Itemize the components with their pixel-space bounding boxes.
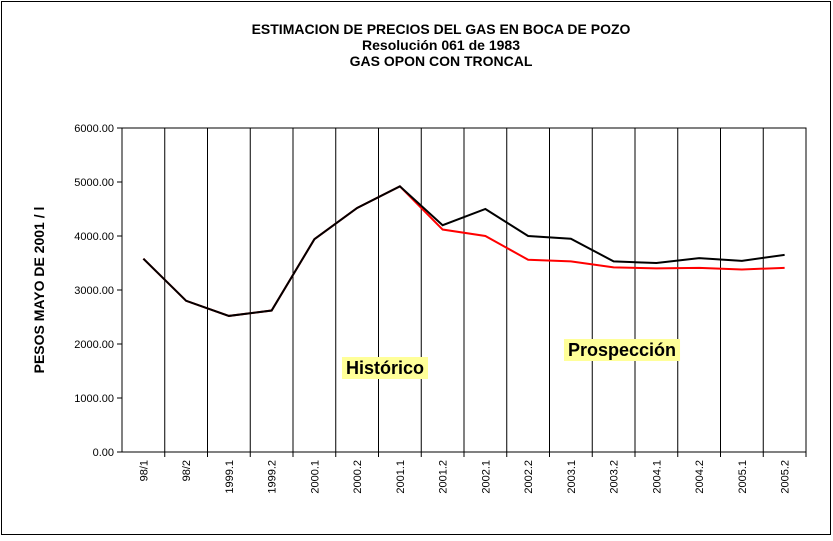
y-tick-label: 2000.00 (74, 339, 114, 351)
x-tick-label: 2005.2 (780, 460, 792, 494)
x-tick-label: 2003.1 (566, 460, 578, 494)
y-tick-label: 0.00 (93, 447, 114, 459)
chart-title: ESTIMACION DE PRECIOS DEL GAS EN BOCA DE… (252, 21, 631, 37)
chart-subtitle: GAS OPON CON TRONCAL (350, 53, 533, 69)
y-tick-label: 4000.00 (74, 231, 114, 243)
y-tick-label: 5000.00 (74, 177, 114, 189)
x-tick-label: 2000.1 (309, 460, 321, 494)
annotation-text: Histórico (346, 358, 424, 378)
x-tick-label: 2005.1 (737, 460, 749, 494)
y-tick-label: 3000.00 (74, 285, 114, 297)
y-tick-label: 1000.00 (74, 393, 114, 405)
x-tick-label: 2002.1 (480, 460, 492, 494)
x-tick-label: 1999.1 (224, 460, 236, 494)
x-tick-label: 2001.2 (438, 460, 450, 494)
x-tick-label: 1999.2 (267, 460, 279, 494)
x-tick-label: 98/2 (181, 460, 193, 481)
annotation-box (563, 339, 681, 361)
annotation-box (341, 357, 429, 379)
annotation-text: Prospección (568, 340, 676, 360)
y-tick-label: 6000.00 (74, 123, 114, 135)
y-axis-label: PESOS MAYO DE 2001 / l (31, 207, 47, 374)
x-tick-label: 98/1 (138, 460, 150, 481)
annotation: Prospección (563, 339, 681, 361)
x-tick-label: 2002.2 (523, 460, 535, 494)
x-tick-label: 2003.2 (609, 460, 621, 494)
x-tick-label: 2004.1 (651, 460, 663, 494)
x-tick-label: 2000.2 (352, 460, 364, 494)
x-tick-label: 2004.2 (694, 460, 706, 494)
chart-subtitle: Resolución 061 de 1983 (362, 37, 520, 53)
x-tick-label: 2001.1 (395, 460, 407, 494)
series-line (142, 185, 785, 317)
annotation: Histórico (341, 357, 429, 379)
